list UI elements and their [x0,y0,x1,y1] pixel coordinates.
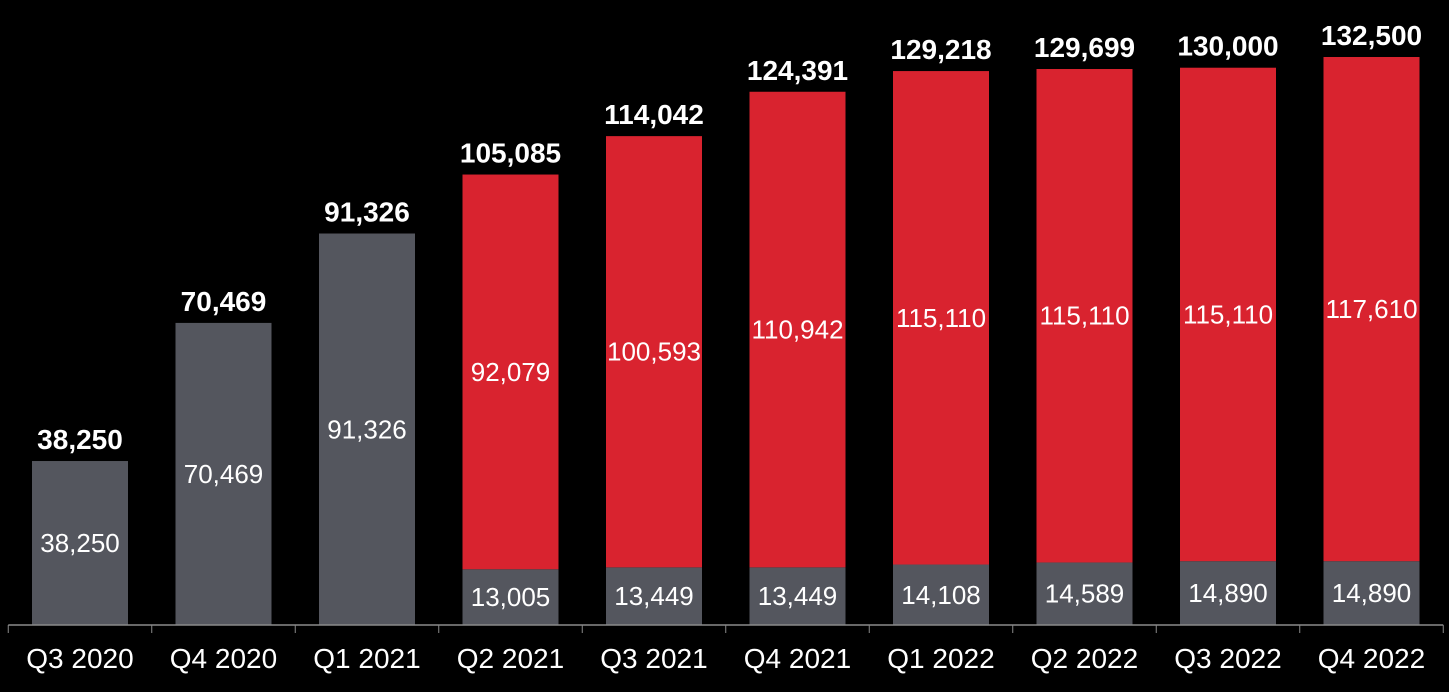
segment-value-label: 117,610 [1325,294,1417,324]
bar-segment-gray [462,569,559,625]
x-tick-label: Q1 2021 [313,643,420,674]
bar-total-label: 114,042 [604,99,704,130]
x-tick-label: Q3 2020 [26,643,133,674]
bar-total-label: 129,218 [890,34,991,65]
segment-labels-layer: 38,250 70,469 91,326 13,005 92,079 13,449 100,… [40,294,1417,612]
x-tick-label: Q4 2022 [1318,643,1425,674]
segment-value-label: 115,110 [1183,299,1273,329]
segment-value-label: 110,942 [751,315,843,345]
bar-segment-red [749,91,846,568]
segment-value-label: 13,449 [614,581,694,611]
bar-segment-gray [319,233,415,625]
bar-segment-gray [749,567,846,625]
x-tick-label: Q1 2022 [887,643,994,674]
x-tick-label: Q2 2022 [1031,643,1138,674]
segment-value-label: 14,890 [1188,578,1268,608]
segment-value-label: 38,250 [40,528,120,558]
bar-total-label: 70,469 [181,286,267,317]
segment-value-label: 13,005 [471,582,551,612]
bar-total-label: 132,500 [1321,20,1422,51]
bar-segment-gray [893,564,989,625]
total-labels-layer: 38,250 70,469 91,326 105,085 114,042 124,391 1… [37,20,1422,455]
bar-segment-gray [1036,562,1133,625]
x-tick-label: Q3 2022 [1174,643,1281,674]
bar-segment-gray [606,567,702,625]
x-tick-label: Q3 2021 [600,643,707,674]
bar-total-label: 124,391 [747,55,848,86]
bar-segment-red [893,71,989,565]
x-tick-label: Q2 2021 [457,643,564,674]
bar-total-label: 129,699 [1034,32,1135,63]
bar-segment-red [1180,67,1276,562]
bar-total-label: 38,250 [37,424,123,455]
segment-value-label: 115,110 [1039,301,1129,331]
bars-layer [32,57,1420,625]
segment-value-label: 115,110 [896,303,986,333]
bar-segment-gray [1180,561,1276,625]
segment-value-label: 13,449 [758,581,838,611]
bar-total-label: 105,085 [460,138,561,169]
bar-segment-red [606,136,702,568]
segment-value-label: 14,108 [901,580,981,610]
segment-value-label: 100,593 [607,337,701,367]
x-tick-label: Q4 2021 [744,643,851,674]
bar-total-label: 130,000 [1177,31,1278,62]
segment-value-label: 92,079 [471,357,551,387]
x-axis [7,624,1444,633]
segment-value-label: 14,890 [1332,578,1412,608]
bar-segment-red [1036,69,1133,563]
segment-value-label: 91,326 [327,414,407,444]
bar-segment-gray [1323,561,1420,625]
bar-segment-red [462,174,559,570]
x-tick-label: Q4 2020 [170,643,277,674]
bar-segment-gray [175,322,272,625]
x-tick-labels-layer: Q3 2020 Q4 2020 Q1 2021 Q2 2021 Q3 2021 Q4 20… [26,643,1425,674]
segment-value-label: 14,589 [1045,579,1125,609]
bar-segment-red [1323,57,1420,562]
bar-total-label: 91,326 [324,197,410,228]
bar-segment-gray [32,461,128,625]
segment-value-label: 70,469 [184,459,264,489]
